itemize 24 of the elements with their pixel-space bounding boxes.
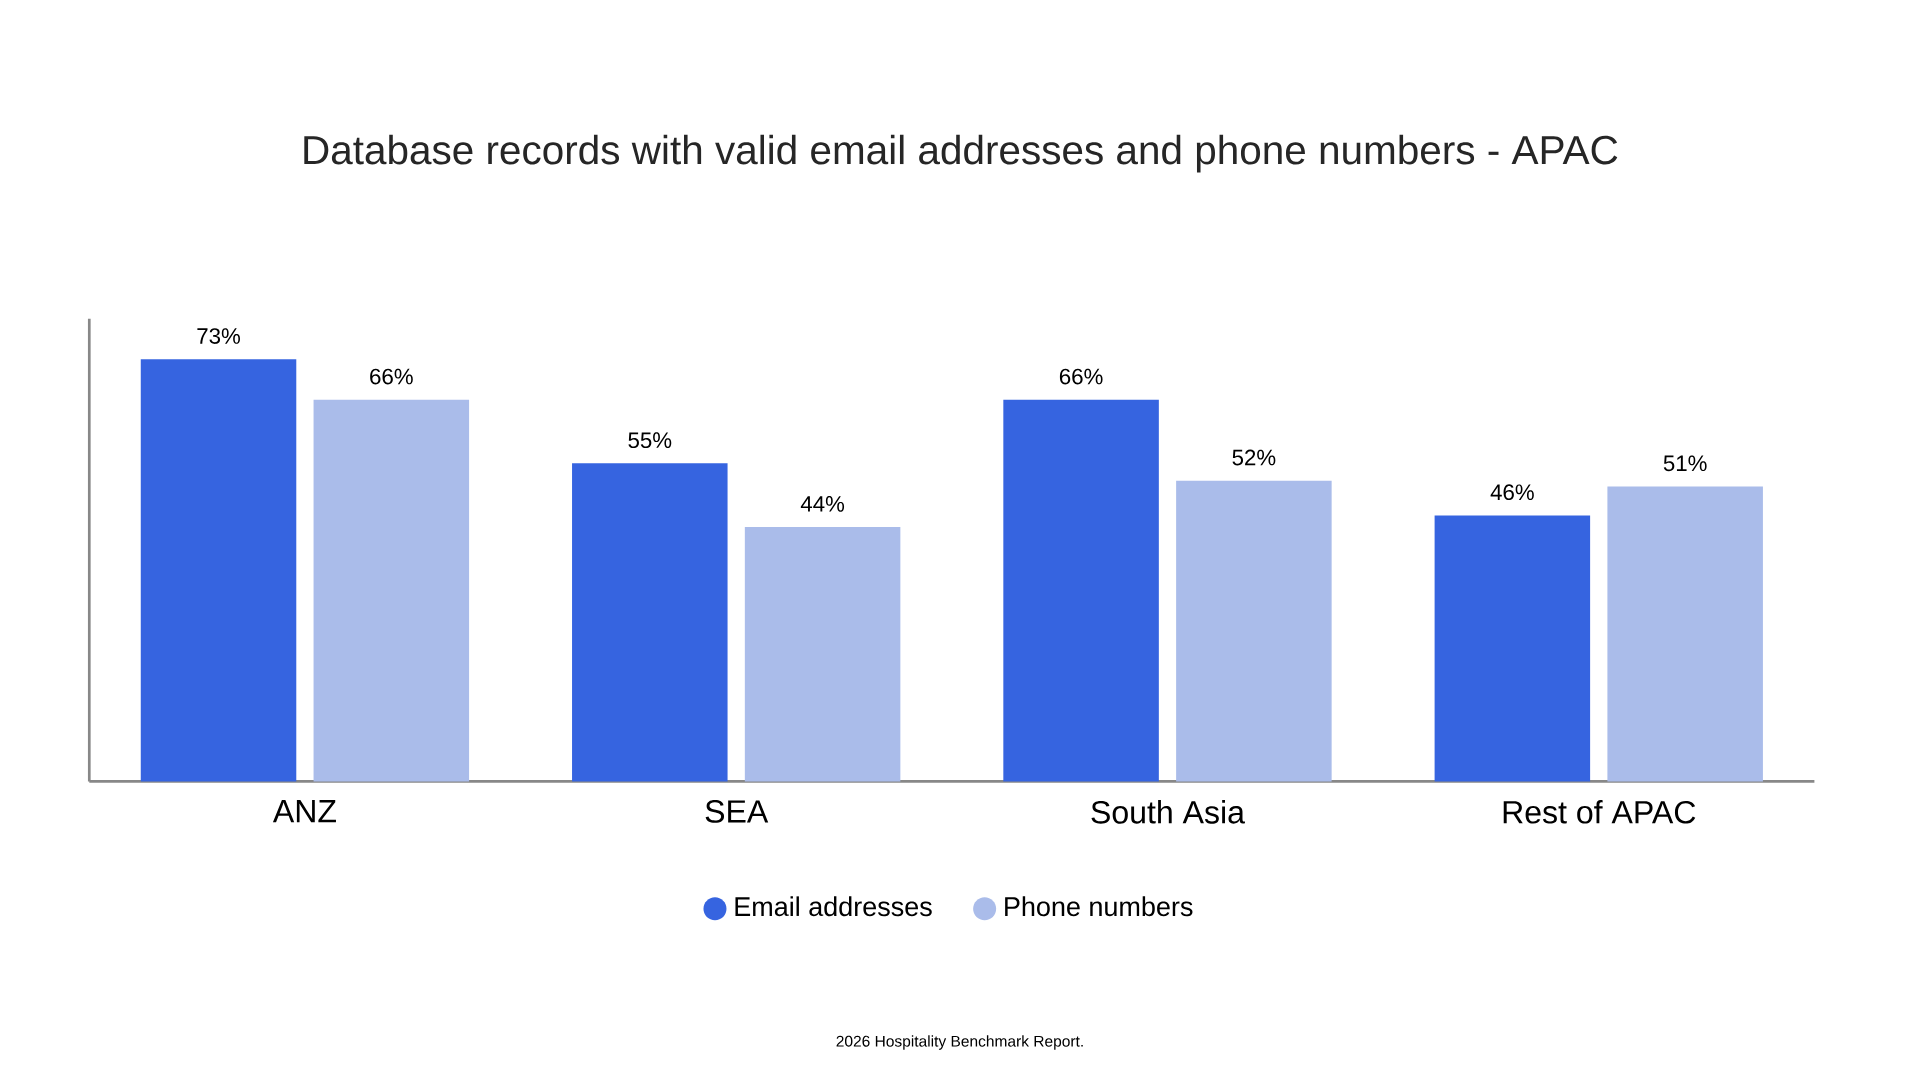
bar (572, 463, 728, 782)
bar (1003, 399, 1159, 782)
data-label: 52% (1232, 449, 1276, 466)
data-label: 73% (197, 328, 240, 344)
legend-label: Email addresses (735, 896, 932, 917)
data-label: 55% (628, 432, 672, 449)
data-label: 51% (1663, 455, 1707, 472)
x-tick-label: South Asia (1091, 800, 1245, 824)
text: 2026 Hospitality Benchmark Report. (836, 1035, 1083, 1050)
data-label: 66% (370, 368, 413, 385)
x-tick-label: SEA (705, 800, 769, 823)
bar (140, 359, 297, 782)
data-label: 46% (1490, 484, 1534, 501)
bar (1607, 486, 1763, 782)
bar (1434, 515, 1591, 782)
data-label: 44% (800, 496, 845, 512)
bar (744, 526, 901, 782)
bar (1176, 480, 1332, 782)
bar (313, 399, 470, 782)
x-tick-label: ANZ (272, 800, 336, 823)
x-tick-label: Rest of APAC (1503, 800, 1696, 824)
chart-title: Database records with valid email addresses and phone numbers - APAC (304, 134, 1618, 173)
legend-label: Phone numbers (1005, 896, 1193, 917)
data-label: 66% (1059, 368, 1103, 385)
